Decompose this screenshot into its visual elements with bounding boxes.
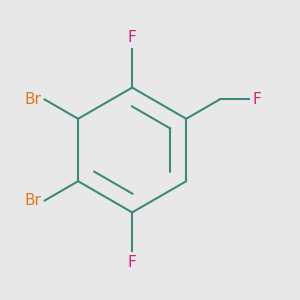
Text: F: F (253, 92, 262, 107)
Text: F: F (128, 30, 136, 45)
Text: Br: Br (24, 92, 41, 107)
Text: F: F (128, 255, 136, 270)
Text: Br: Br (24, 193, 41, 208)
